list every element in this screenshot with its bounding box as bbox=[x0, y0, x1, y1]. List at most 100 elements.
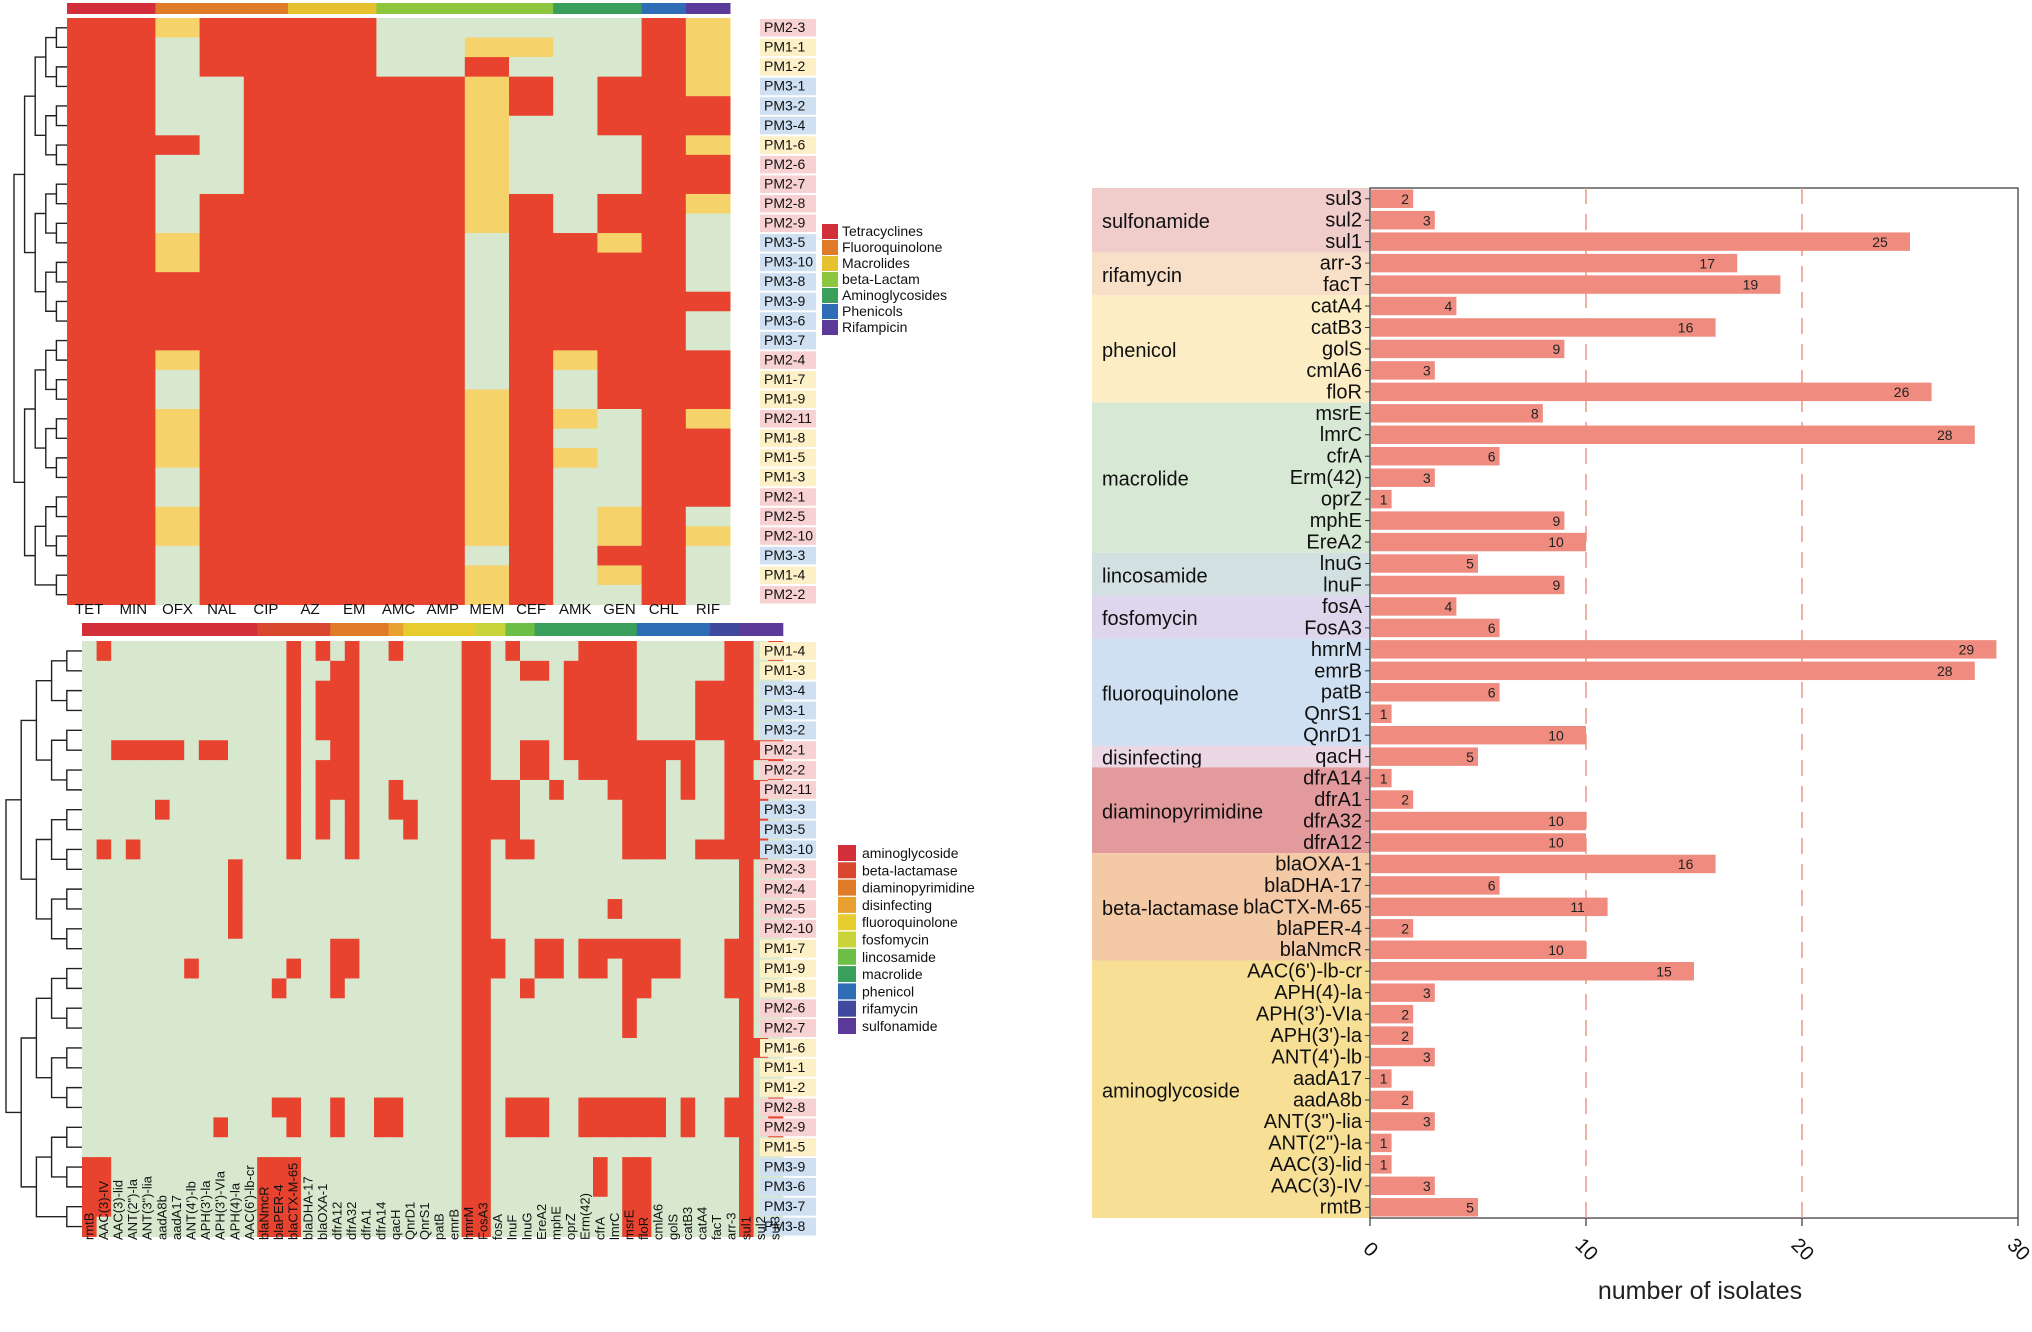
gene-cell bbox=[228, 660, 244, 682]
gene-cell bbox=[184, 700, 200, 721]
phenotype-cell bbox=[199, 18, 245, 39]
gene-column-label: patB bbox=[432, 1213, 447, 1240]
phenotype-cell bbox=[641, 252, 687, 273]
gene-class-strip-cell bbox=[388, 623, 404, 636]
bar bbox=[1371, 897, 1608, 917]
phenotype-cell bbox=[111, 545, 156, 566]
bar-category-label: blaPER-4 bbox=[1276, 918, 1362, 940]
gene-cell bbox=[82, 918, 98, 940]
gene-cell bbox=[724, 660, 740, 682]
gene-cell bbox=[228, 859, 244, 880]
gene-cell bbox=[549, 720, 565, 741]
gene-cell bbox=[82, 1117, 98, 1138]
phenotype-cell bbox=[199, 76, 245, 97]
phenotype-cell bbox=[509, 428, 554, 449]
gene-cell bbox=[607, 918, 623, 940]
gene-cell bbox=[213, 740, 229, 761]
gene-cell bbox=[578, 918, 594, 940]
gene-cell bbox=[505, 958, 521, 979]
phenotype-cell bbox=[509, 291, 554, 312]
gene-dendrogram-branch bbox=[66, 928, 82, 950]
gene-cell bbox=[96, 1117, 112, 1138]
phenotype-cell bbox=[288, 96, 333, 117]
gene-cell bbox=[403, 680, 419, 702]
gene-cell bbox=[228, 641, 244, 662]
phenotype-cell bbox=[111, 428, 156, 449]
bar-data-label: 6 bbox=[1488, 620, 1496, 636]
bar bbox=[1371, 618, 1500, 638]
group-label: beta-lactamase bbox=[1102, 898, 1239, 920]
gene-cell bbox=[447, 1196, 463, 1218]
phenotype-cell bbox=[597, 545, 643, 566]
gene-cell bbox=[359, 899, 375, 920]
gene-cell bbox=[169, 1097, 185, 1118]
gene-cell bbox=[607, 779, 623, 801]
phenotype-cell bbox=[376, 96, 422, 117]
gene-cell bbox=[520, 740, 536, 761]
gene-cell bbox=[155, 918, 171, 940]
gene-cell bbox=[563, 1117, 579, 1138]
gene-cell bbox=[724, 1077, 740, 1099]
gene-cell bbox=[417, 1157, 433, 1178]
bar bbox=[1371, 725, 1586, 745]
phenotype-cell bbox=[597, 96, 643, 117]
gene-cell bbox=[301, 799, 317, 821]
phenotype-cell bbox=[199, 291, 245, 312]
bar-category-label: AAC(6')-lb-cr bbox=[1247, 961, 1362, 983]
gene-cell bbox=[505, 938, 521, 960]
gene-cell bbox=[505, 879, 521, 900]
bar-category-label: lnuF bbox=[1323, 574, 1362, 596]
gene-cell bbox=[636, 680, 652, 702]
bar-category-label: EreA2 bbox=[1306, 532, 1362, 554]
gene-cell bbox=[490, 760, 506, 781]
phenotype-row-label-bg bbox=[760, 116, 816, 135]
phenotype-dendrogram-branch bbox=[45, 193, 57, 234]
phenotype-cell bbox=[685, 330, 731, 351]
gene-dendrogram-branch bbox=[66, 1166, 82, 1188]
gene-cell bbox=[549, 1216, 565, 1237]
gene-cell bbox=[593, 1216, 609, 1237]
gene-cell bbox=[82, 938, 98, 960]
gene-cell bbox=[228, 1176, 244, 1198]
gene-cell bbox=[461, 918, 477, 940]
gene-cell bbox=[666, 1097, 682, 1118]
gene-cell bbox=[213, 899, 229, 920]
phenotype-cell bbox=[67, 174, 112, 195]
gene-cell bbox=[374, 958, 390, 979]
phenotype-cell bbox=[332, 252, 377, 273]
gene-cell bbox=[155, 859, 171, 880]
gene-cell bbox=[140, 879, 156, 900]
phenotype-cell bbox=[155, 96, 201, 117]
gene-cell bbox=[301, 978, 317, 999]
group-label: sulfonamide bbox=[1102, 211, 1210, 233]
gene-cell bbox=[447, 899, 463, 920]
bar bbox=[1371, 275, 1781, 294]
gene-cell bbox=[622, 1097, 638, 1118]
gene-cell bbox=[739, 1077, 755, 1099]
gene-cell bbox=[242, 1196, 258, 1218]
gene-cell bbox=[461, 1157, 477, 1178]
gene-cell bbox=[695, 660, 711, 682]
phenotype-cell bbox=[376, 409, 422, 430]
phenotype-cell bbox=[332, 291, 377, 312]
bar bbox=[1371, 296, 1457, 316]
gene-cell bbox=[330, 680, 346, 702]
phenotype-legend-swatch bbox=[822, 240, 838, 255]
gene-cell bbox=[666, 660, 682, 682]
gene-cell bbox=[315, 938, 331, 960]
group-label: macrolide bbox=[1102, 469, 1189, 491]
gene-cell bbox=[374, 1077, 390, 1099]
gene-cell bbox=[286, 1137, 302, 1158]
phenotype-cell bbox=[199, 330, 245, 351]
bar bbox=[1371, 962, 1694, 981]
phenotype-cell bbox=[332, 213, 377, 234]
gene-cell bbox=[125, 1117, 141, 1138]
gene-cell bbox=[666, 1176, 682, 1198]
gene-cell bbox=[461, 938, 477, 960]
gene-cell bbox=[286, 839, 302, 860]
gene-cell bbox=[359, 1216, 375, 1237]
gene-cell bbox=[447, 680, 463, 702]
gene-cell bbox=[374, 641, 390, 662]
gene-cell bbox=[578, 1077, 594, 1099]
phenotype-cell bbox=[199, 37, 245, 58]
